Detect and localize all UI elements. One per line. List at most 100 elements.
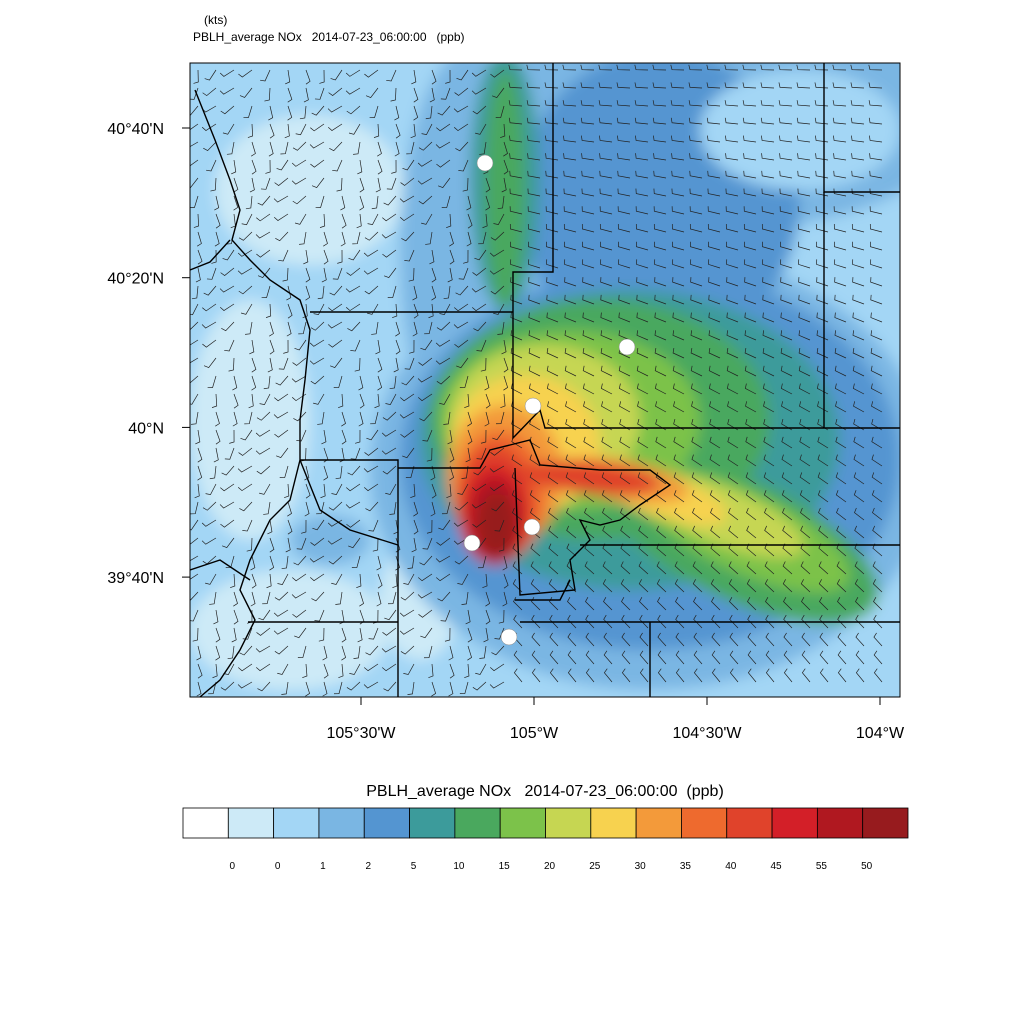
wind-barb bbox=[346, 105, 361, 115]
wind-barb bbox=[446, 483, 452, 499]
wind-barb bbox=[385, 483, 397, 495]
wind-barb bbox=[256, 465, 271, 475]
stations bbox=[463, 154, 636, 646]
wind-barb bbox=[762, 383, 775, 395]
wind-barb bbox=[238, 663, 253, 672]
wind-barb bbox=[639, 650, 649, 665]
wind-barb bbox=[220, 519, 235, 528]
wind-barb bbox=[724, 117, 739, 125]
wind-barb bbox=[305, 483, 311, 499]
wind-barb bbox=[417, 375, 433, 383]
wind-barb bbox=[467, 627, 473, 643]
wind-barb bbox=[764, 579, 775, 593]
wind-barb bbox=[259, 483, 271, 495]
wind-barb bbox=[852, 259, 865, 269]
wind-barb bbox=[619, 401, 631, 413]
wind-barb bbox=[656, 561, 667, 575]
wind-barb bbox=[503, 573, 509, 589]
colorbar-label: 40 bbox=[725, 861, 737, 872]
wind-barb bbox=[851, 153, 865, 161]
wind-barb bbox=[654, 330, 667, 341]
wind-barb bbox=[348, 123, 361, 135]
wind-barb bbox=[580, 117, 595, 125]
wind-barb bbox=[653, 170, 667, 179]
wind-barb bbox=[382, 465, 397, 475]
wind-barb bbox=[466, 195, 472, 211]
wind-barb bbox=[726, 259, 739, 269]
colorbar-swatch bbox=[816, 807, 864, 839]
wind-barb bbox=[509, 170, 523, 179]
wind-barb bbox=[800, 525, 811, 539]
wind-barb bbox=[374, 393, 380, 409]
wind-barb bbox=[330, 357, 343, 369]
wind-barb bbox=[546, 312, 559, 323]
wind-barb bbox=[473, 465, 487, 476]
wind-barb bbox=[565, 472, 577, 485]
wind-barb bbox=[689, 135, 703, 143]
colorbar-label: 20 bbox=[544, 861, 556, 872]
wind-barb bbox=[693, 650, 703, 665]
wind-barb bbox=[801, 650, 811, 665]
lat-label: 40°20'N bbox=[107, 271, 164, 288]
wind-barb bbox=[761, 206, 775, 215]
wind-barb bbox=[490, 285, 505, 295]
wind-barb bbox=[492, 429, 505, 441]
wind-barb bbox=[798, 259, 811, 269]
wind-barb bbox=[871, 472, 883, 485]
wind-barb bbox=[376, 555, 382, 571]
wind-barb bbox=[413, 501, 418, 517]
colorbar: 0 0 1 2 5 10 15 20 25 30 35 40 45 55 50 bbox=[182, 807, 909, 872]
wind-barb bbox=[798, 277, 811, 287]
wind-barb bbox=[799, 401, 811, 413]
wind-barb bbox=[819, 597, 829, 611]
wind-barb bbox=[283, 339, 289, 354]
wind-barb bbox=[322, 645, 328, 661]
wind-barb bbox=[311, 591, 325, 602]
wind-barb bbox=[710, 525, 721, 539]
wind-barb bbox=[743, 223, 757, 233]
wind-barb bbox=[529, 454, 541, 467]
wind-barb bbox=[350, 447, 361, 460]
wind-barb bbox=[729, 632, 739, 647]
wind-barb bbox=[284, 123, 290, 139]
wind-barb bbox=[314, 609, 325, 622]
wind-barb bbox=[834, 312, 847, 323]
wind-barb bbox=[341, 627, 347, 643]
wind-barb bbox=[873, 632, 883, 647]
wind-barb bbox=[528, 348, 541, 359]
wind-barb bbox=[637, 490, 649, 503]
wind-barb bbox=[359, 591, 364, 607]
wind-barb bbox=[510, 348, 523, 359]
wind-barb bbox=[655, 401, 667, 413]
wind-barb bbox=[319, 213, 326, 228]
wind-barb bbox=[190, 321, 199, 331]
wind-barb bbox=[724, 100, 739, 107]
wind-barb bbox=[796, 64, 811, 71]
wind-barb bbox=[508, 117, 523, 125]
wind-barb bbox=[238, 69, 253, 78]
wind-barb bbox=[618, 383, 631, 395]
wind-barb bbox=[869, 206, 883, 215]
wind-barb bbox=[584, 561, 595, 575]
wind-barb bbox=[634, 100, 649, 107]
wind-barb bbox=[602, 507, 613, 521]
wind-barb bbox=[819, 650, 829, 665]
wind-barb bbox=[190, 591, 199, 602]
wind-barb bbox=[257, 195, 271, 206]
wind-barb bbox=[305, 285, 311, 301]
wind-barb bbox=[603, 614, 613, 629]
wind-barb bbox=[381, 231, 397, 239]
wind-barb bbox=[675, 650, 685, 665]
wind-barb bbox=[261, 285, 271, 298]
wind-barb bbox=[503, 159, 509, 175]
wind-barb bbox=[368, 627, 379, 640]
wind-barb bbox=[548, 543, 559, 557]
wind-barb bbox=[309, 555, 325, 563]
wind-barb bbox=[598, 64, 613, 71]
wind-barb bbox=[834, 294, 847, 305]
wind-barb bbox=[637, 454, 649, 467]
wind-barb bbox=[870, 294, 883, 305]
wind-barb bbox=[323, 231, 328, 247]
wind-barb bbox=[219, 87, 235, 95]
wind-barb bbox=[358, 375, 364, 391]
